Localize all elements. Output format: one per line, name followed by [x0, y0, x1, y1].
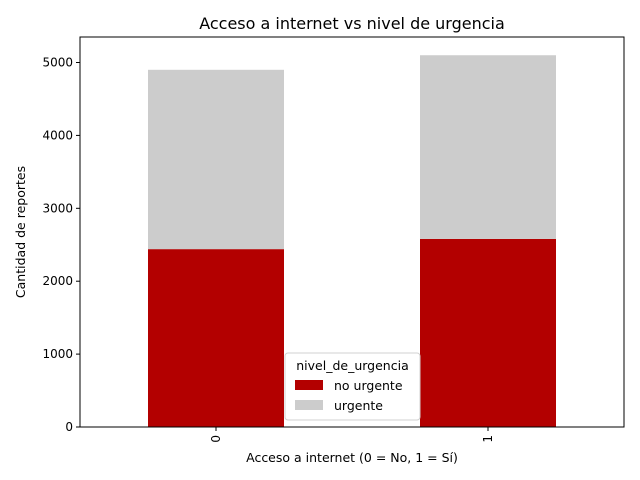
- chart-title: Acceso a internet vs nivel de urgencia: [199, 14, 505, 33]
- x-tick-label-0: 0: [209, 435, 223, 443]
- legend-swatch-no-urgente: [295, 380, 323, 390]
- legend-swatch-urgente: [295, 400, 323, 410]
- bar-no-urgente-1: [420, 238, 556, 427]
- y-tick-label-0: 0: [65, 420, 73, 434]
- bar-urgente-0: [148, 69, 284, 250]
- y-tick-label-3000: 3000: [42, 201, 73, 215]
- bar-no-urgente-0: [148, 249, 284, 427]
- bar-urgente-1: [420, 55, 556, 239]
- y-tick-label-5000: 5000: [42, 56, 73, 70]
- x-tick-label-1: 1: [481, 435, 495, 443]
- plot-area: [79, 36, 625, 428]
- legend-title: nivel_de_urgencia: [296, 358, 408, 373]
- legend-label-no-urgente: no urgente: [334, 378, 403, 393]
- y-tick-label-2000: 2000: [42, 274, 73, 288]
- legend-label-urgente: urgente: [334, 398, 383, 413]
- x-axis-label: Acceso a internet (0 = No, 1 = Sí): [246, 450, 458, 465]
- y-tick-label-4000: 4000: [42, 128, 73, 142]
- y-tick-label-1000: 1000: [42, 347, 73, 361]
- y-axis-label: Cantidad de reportes: [13, 166, 28, 298]
- y-axis: 0 1000 2000 3000 4000 5000: [42, 56, 80, 434]
- plot-frame: [79, 36, 625, 428]
